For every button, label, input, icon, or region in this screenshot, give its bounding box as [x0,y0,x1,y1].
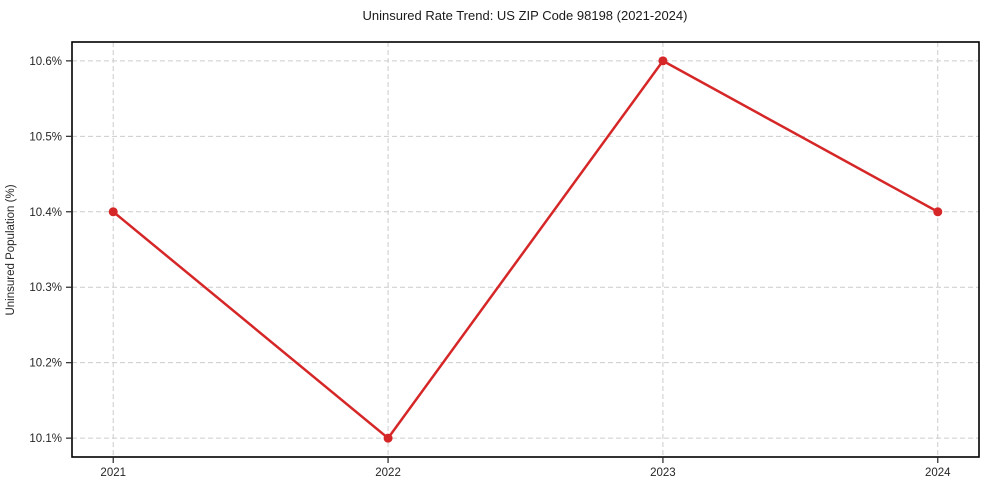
chart-title: Uninsured Rate Trend: US ZIP Code 98198 … [363,8,688,23]
y-axis-label: Uninsured Population (%) [5,184,17,315]
series-layer [108,56,943,443]
tick-layer: 10.1% 10.2% 10.3% 10.4% 10.5% 10.6% 2021 2022 20… [29,56,951,479]
y-tick-label: 10.4% [29,207,62,219]
y-tick-label: 10.3% [29,282,62,294]
data-point-marker [933,207,943,217]
trend-line [111,59,940,440]
plot-frame [71,41,980,458]
x-tick-label: 2024 [925,467,951,479]
data-point-marker [658,56,668,66]
y-tick-label: 10.1% [29,433,62,445]
x-tick-label: 2023 [650,467,676,479]
x-tick-label: 2021 [100,467,126,479]
grid-layer [72,42,979,457]
y-tick-label: 10.5% [29,131,62,143]
x-tick-label: 2022 [375,467,401,479]
y-tick-label: 10.2% [29,358,62,370]
data-point-marker [383,433,393,443]
y-tick-label: 10.6% [29,56,62,68]
data-point-marker [108,207,118,217]
